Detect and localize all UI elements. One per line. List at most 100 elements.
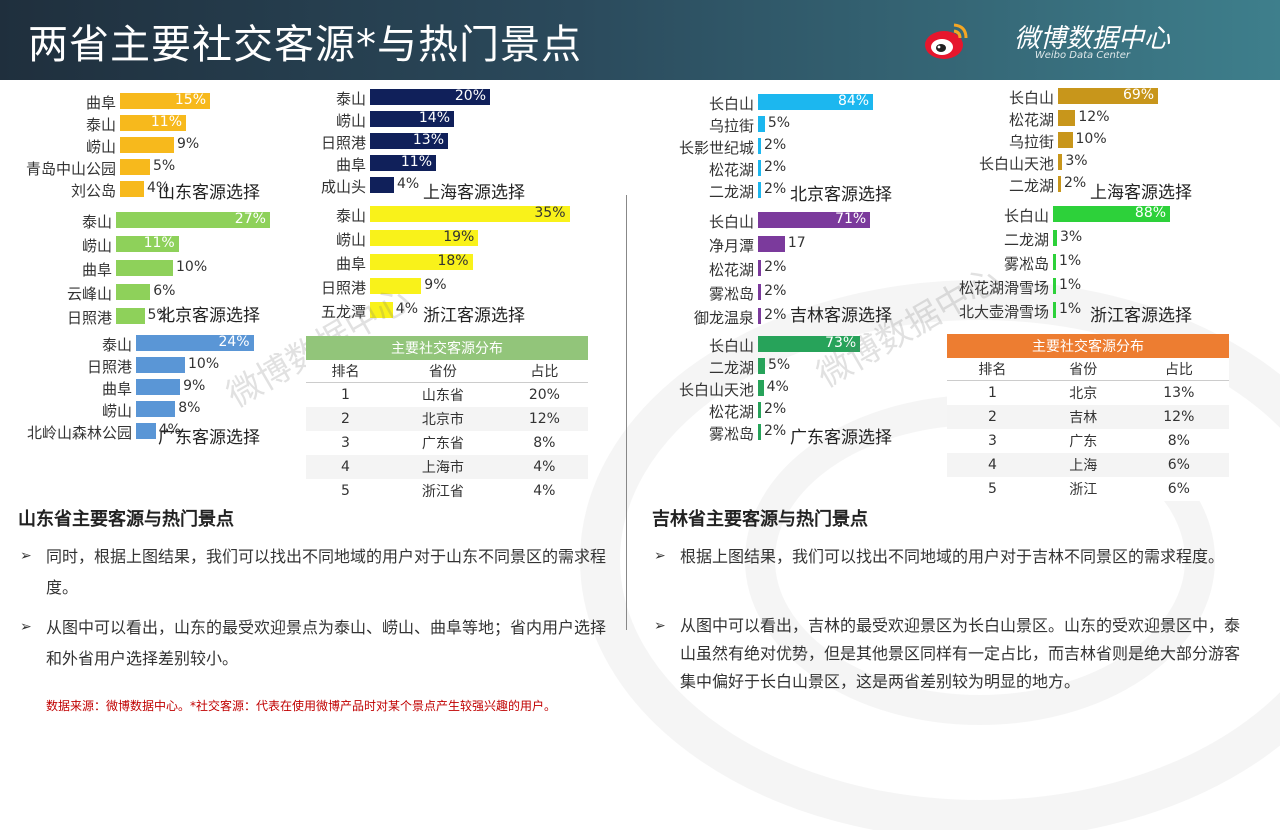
bar — [758, 94, 874, 110]
left-bullet-2: ➢ 从图中可以看出，山东的最受欢迎景点为泰山、崂山、曲阜等地；省内用户选择和外省… — [20, 612, 612, 674]
category-label: 雾凇岛 — [1003, 255, 1049, 273]
data-label: 17 — [787, 235, 806, 251]
arrow-bullet-icon: ➢ — [654, 618, 666, 634]
column-header: 排名 — [947, 358, 1038, 381]
bar — [370, 278, 422, 294]
bar — [758, 358, 765, 374]
data-label: 71% — [835, 211, 867, 227]
category-label: 泰山 — [81, 213, 112, 231]
data-label: 24% — [218, 334, 250, 350]
bar — [136, 379, 181, 395]
header-bar: 两省主要社交客源*与热门景点 微博数据中心 Weibo Data Center — [0, 0, 1280, 80]
footnote: 数据来源：微博数据中心。*社交客源：代表在使用微博产品时对某个景点产生较强兴趣的… — [46, 699, 557, 713]
data-label: 18% — [437, 253, 469, 269]
bar — [758, 138, 761, 154]
data-label: 4% — [158, 422, 181, 438]
data-label: 88% — [1134, 205, 1167, 221]
category-label: 长白山 — [1003, 207, 1049, 225]
category-label: 成山头 — [320, 178, 366, 196]
table-cell: 3 — [306, 431, 385, 455]
table-cell: 上海 — [1037, 453, 1129, 477]
table-row: 2 吉林 12% — [947, 405, 1229, 429]
category-label: 长白山 — [1008, 89, 1054, 107]
data-label: 9% — [183, 378, 206, 394]
chart-title: 吉林客源选择 — [790, 306, 892, 326]
chart-title: 浙江客源选择 — [423, 306, 525, 326]
category-label: 曲阜 — [335, 255, 366, 273]
category-label: 崂山 — [335, 231, 366, 249]
category-label: 长白山天池 — [678, 381, 754, 399]
data-label: 5% — [153, 158, 176, 174]
category-label: 松花湖 — [708, 161, 754, 179]
category-label: 日照港 — [320, 134, 366, 152]
bullet-text: 从图中可以看出，吉林的最受欢迎景区为长白山景区。山东的受欢迎景区中，泰山虽然有绝… — [680, 616, 1241, 691]
data-label: 11% — [400, 154, 432, 170]
category-label: 日照港 — [66, 309, 112, 327]
bar — [136, 357, 185, 373]
bar — [1058, 176, 1061, 192]
category-label: 日照港 — [86, 358, 132, 376]
category-label: 御龙温泉 — [693, 309, 754, 327]
bar — [370, 177, 394, 193]
bar — [758, 308, 762, 324]
section-divider — [626, 195, 627, 630]
table-cell: 上海市 — [384, 455, 501, 479]
table-cell: 1 — [947, 380, 1038, 405]
table-cell: 13% — [1128, 380, 1229, 405]
table-cell: 8% — [1128, 429, 1229, 453]
table-cell: 4% — [500, 455, 588, 479]
table-cell: 广东 — [1037, 429, 1129, 453]
category-label: 泰山 — [335, 90, 366, 108]
category-label: 泰山 — [101, 336, 132, 354]
bar — [1053, 230, 1057, 246]
chart-title: 浙江客源选择 — [1090, 306, 1192, 326]
bullet-text: 同时，根据上图结果，我们可以找出不同地域的用户对于山东不同景区的需求程度。 — [46, 547, 607, 597]
data-label: 4% — [395, 301, 419, 317]
arrow-bullet-icon: ➢ — [654, 548, 666, 564]
right-bullet-2: ➢ 从图中可以看出，吉林的最受欢迎景区为长白山景区。山东的受欢迎景区中，泰山虽然… — [654, 612, 1252, 696]
bar — [1058, 88, 1159, 104]
category-label: 二龙湖 — [1008, 177, 1054, 195]
bar — [758, 236, 785, 252]
table-row: 5 浙江省 4% — [306, 479, 588, 503]
table-title: 主要社交客源分布 — [947, 334, 1229, 358]
column-header: 占比 — [500, 360, 588, 383]
bar — [370, 89, 490, 105]
category-label: 长白山 — [708, 95, 754, 113]
category-label: 刘公岛 — [70, 182, 116, 200]
bar — [116, 284, 151, 300]
brand-name-en: Weibo Data Center — [1034, 50, 1130, 61]
bar — [758, 284, 762, 300]
data-label: 2% — [764, 283, 787, 299]
bar — [136, 401, 176, 417]
bar — [758, 260, 762, 276]
category-label: 乌拉街 — [1008, 133, 1054, 151]
table-cell: 2 — [306, 407, 385, 431]
category-label: 崂山 — [101, 402, 132, 420]
data-label: 35% — [534, 205, 566, 221]
category-label: 松花湖滑雪场 — [958, 279, 1049, 297]
bar — [370, 302, 393, 318]
category-label: 日照港 — [320, 279, 366, 297]
data-label: 5% — [147, 307, 170, 323]
category-label: 曲阜 — [335, 156, 366, 174]
category-label: 长白山 — [708, 337, 754, 355]
chart-title: 广东客源选择 — [790, 428, 892, 448]
data-label: 2% — [764, 259, 787, 275]
left-bullet-1: ➢ 同时，根据上图结果，我们可以找出不同地域的用户对于山东不同景区的需求程度。 — [20, 541, 612, 603]
table-cell: 吉林 — [1037, 405, 1129, 429]
category-label: 曲阜 — [81, 261, 112, 279]
bar — [370, 254, 473, 270]
category-label: 二龙湖 — [1003, 231, 1049, 249]
bar — [370, 230, 479, 246]
table-cell: 浙江省 — [384, 479, 501, 503]
bar — [136, 335, 254, 351]
data-label: 12% — [1078, 109, 1110, 125]
bar — [120, 115, 186, 131]
bar — [136, 423, 156, 439]
data-label: 3% — [1059, 229, 1083, 245]
bar — [370, 133, 448, 149]
data-label: 11% — [143, 235, 175, 251]
data-label: 11% — [150, 114, 182, 130]
